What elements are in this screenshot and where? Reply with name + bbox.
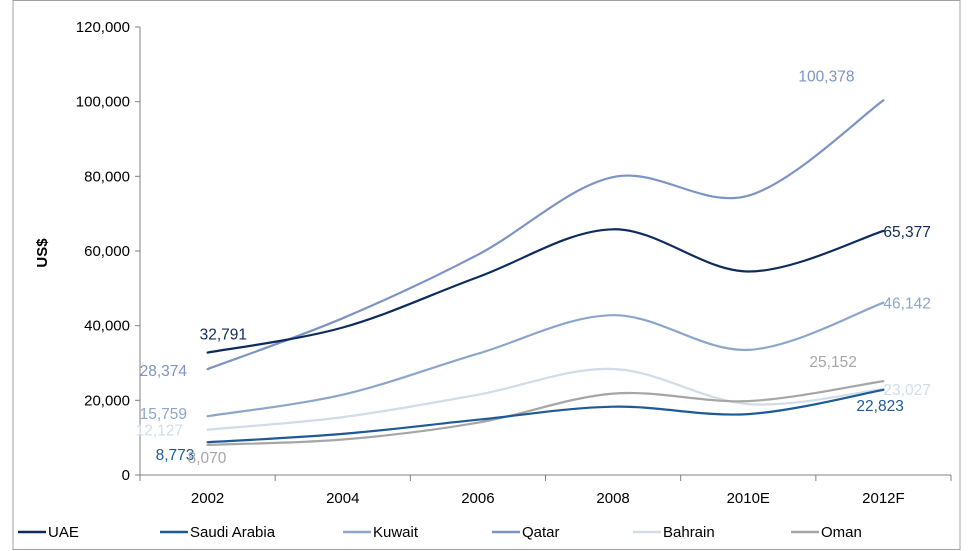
legend-label: UAE <box>48 524 79 541</box>
series-line-qatar <box>206 99 885 371</box>
data-label-oman: 25,152 <box>809 354 856 371</box>
legend-label: Saudi Arabia <box>190 524 276 541</box>
x-tick-label: 2006 <box>461 490 494 507</box>
legend-item-uae: UAE <box>18 524 79 541</box>
legend-label: Bahrain <box>663 524 715 541</box>
data-label-bahrain: 23,027 <box>883 382 930 399</box>
legend-item-saudi-arabia: Saudi Arabia <box>160 524 276 541</box>
data-labels: 32,791 65,377 8,773 22,823 15,759 46,142 28,37… <box>136 68 931 467</box>
legend-item-qatar: Qatar <box>492 524 560 541</box>
legend-label: Qatar <box>522 524 560 541</box>
series-line-kuwait <box>206 301 885 418</box>
y-axis-title: US$ <box>34 238 51 268</box>
series-line-bahrain <box>206 367 885 431</box>
x-tick-label: 2010E <box>727 490 770 507</box>
y-tick-label: 60,000 <box>84 243 130 260</box>
data-label-qatar: 28,374 <box>140 363 188 380</box>
data-label-qatar: 100,378 <box>798 68 854 85</box>
data-label-oman: 8,070 <box>188 450 227 467</box>
data-label-uae: 32,791 <box>200 327 247 344</box>
x-tick-label: 2012F <box>862 490 905 507</box>
y-tick-label: 100,000 <box>76 94 130 111</box>
legend-item-kuwait: Kuwait <box>343 524 419 541</box>
x-tick-label: 2008 <box>596 490 629 507</box>
legend-label: Oman <box>821 524 862 541</box>
legend-item-oman: Oman <box>791 524 862 541</box>
series-line-oman <box>206 380 885 446</box>
x-tick-label: 2004 <box>326 490 359 507</box>
legend-label: Kuwait <box>373 524 419 541</box>
data-label-kuwait: 46,142 <box>883 296 930 313</box>
y-tick-label: 0 <box>122 467 130 484</box>
legend-item-bahrain: Bahrain <box>633 524 715 541</box>
x-tick-label: 2002 <box>191 490 224 507</box>
y-tick-label: 120,000 <box>76 19 130 36</box>
series-layer <box>206 99 885 446</box>
axes: 0 20,000 40,000 60,000 80,000 100,000 120,000 2… <box>76 19 952 507</box>
series-line-uae <box>206 228 885 354</box>
legend: UAE Saudi Arabia Kuwait Qatar Bahrain Oman <box>18 524 862 541</box>
chart-border <box>12 0 961 550</box>
data-label-saudi-arabia: 8,773 <box>156 447 195 464</box>
data-label-saudi-arabia: 22,823 <box>856 398 903 415</box>
y-tick-label: 40,000 <box>84 318 130 335</box>
y-tick-label: 20,000 <box>84 392 130 409</box>
data-label-uae: 65,377 <box>883 224 930 241</box>
series-line-saudi-arabia <box>206 388 885 444</box>
data-label-bahrain: 12,127 <box>136 423 183 440</box>
y-tick-label: 80,000 <box>84 168 130 185</box>
data-label-kuwait: 15,759 <box>140 406 187 423</box>
